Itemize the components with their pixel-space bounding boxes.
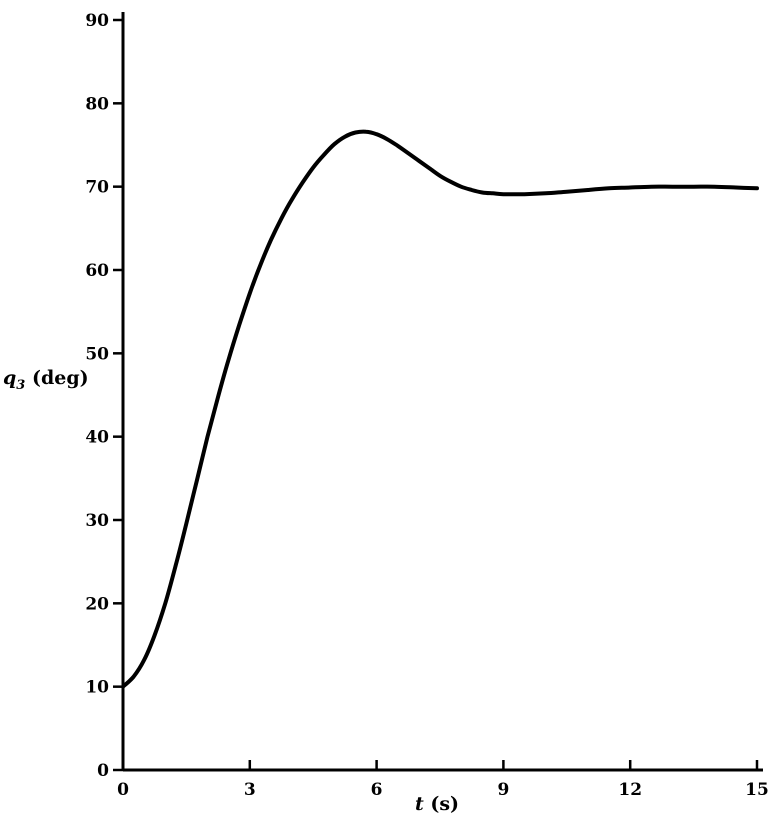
y-tick-label: 80 [85,94,109,114]
y-tick-label: 60 [85,261,109,281]
x-axis-unit: (s) [423,793,460,815]
y-axis-variable: q [3,367,17,389]
y-tick-label: 70 [85,178,109,198]
x-tick-label: 12 [618,780,642,800]
y-tick-label: 90 [85,11,109,31]
x-tick-label: 6 [371,780,383,800]
x-tick-label: 0 [117,780,129,800]
y-tick-label: 40 [85,428,109,448]
x-tick-label: 9 [497,780,509,800]
y-tick-label: 20 [85,594,109,614]
x-tick-label: 3 [244,780,256,800]
y-tick-label: 50 [85,344,109,364]
y-axis-subscript: 3 [16,377,26,393]
x-axis-label: t (s) [415,793,459,815]
y-tick-label: 30 [85,511,109,531]
y-axis-label: q3 (deg) [3,367,89,393]
x-tick-label: 15 [745,780,769,800]
x-axis-variable: t [414,793,424,815]
y-tick-label: 10 [85,678,109,698]
y-tick-label: 0 [97,761,109,781]
y-axis-unit: (deg) [25,367,89,389]
response-curve [121,129,759,689]
